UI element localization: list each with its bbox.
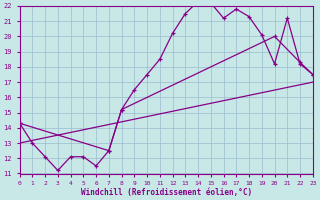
X-axis label: Windchill (Refroidissement éolien,°C): Windchill (Refroidissement éolien,°C) xyxy=(81,188,252,197)
